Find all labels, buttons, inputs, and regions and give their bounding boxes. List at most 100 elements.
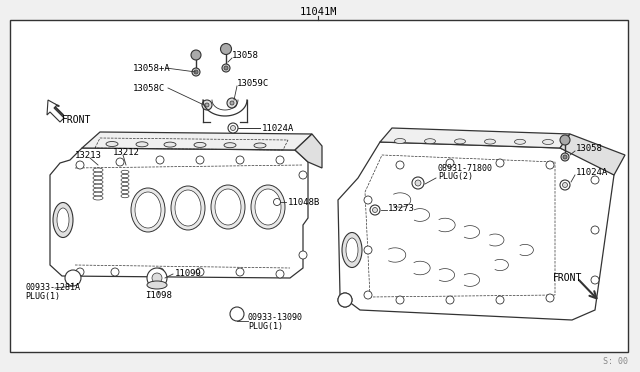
Circle shape bbox=[372, 208, 378, 212]
Circle shape bbox=[76, 161, 84, 169]
Circle shape bbox=[338, 293, 352, 307]
Polygon shape bbox=[380, 128, 570, 148]
Circle shape bbox=[202, 100, 212, 110]
Circle shape bbox=[396, 161, 404, 169]
Text: 11099: 11099 bbox=[175, 269, 202, 279]
Ellipse shape bbox=[131, 188, 165, 232]
Circle shape bbox=[396, 296, 404, 304]
Text: PLUG(2): PLUG(2) bbox=[438, 171, 473, 180]
Ellipse shape bbox=[543, 140, 554, 144]
Ellipse shape bbox=[136, 142, 148, 147]
Ellipse shape bbox=[484, 139, 495, 144]
Circle shape bbox=[364, 246, 372, 254]
Ellipse shape bbox=[194, 142, 206, 147]
Ellipse shape bbox=[171, 186, 205, 230]
Circle shape bbox=[65, 270, 81, 286]
Text: FRONT: FRONT bbox=[62, 115, 92, 125]
Text: 00933-13090: 00933-13090 bbox=[248, 314, 303, 323]
Circle shape bbox=[446, 296, 454, 304]
Ellipse shape bbox=[53, 202, 73, 237]
Circle shape bbox=[192, 68, 200, 76]
Circle shape bbox=[563, 183, 568, 187]
Polygon shape bbox=[47, 100, 64, 122]
Ellipse shape bbox=[175, 190, 201, 226]
Ellipse shape bbox=[57, 208, 69, 232]
Circle shape bbox=[563, 155, 567, 159]
Circle shape bbox=[230, 307, 244, 321]
Polygon shape bbox=[338, 142, 614, 320]
Circle shape bbox=[591, 276, 599, 284]
Circle shape bbox=[76, 268, 84, 276]
Ellipse shape bbox=[454, 139, 465, 144]
Ellipse shape bbox=[346, 238, 358, 262]
Circle shape bbox=[111, 268, 119, 276]
Text: PLUG(1): PLUG(1) bbox=[25, 292, 60, 301]
Circle shape bbox=[338, 293, 352, 307]
Ellipse shape bbox=[424, 139, 435, 144]
Circle shape bbox=[276, 156, 284, 164]
Ellipse shape bbox=[147, 281, 167, 289]
Circle shape bbox=[560, 135, 570, 145]
Text: 13273: 13273 bbox=[388, 203, 415, 212]
Circle shape bbox=[496, 159, 504, 167]
Ellipse shape bbox=[254, 143, 266, 148]
Ellipse shape bbox=[255, 189, 281, 225]
Ellipse shape bbox=[342, 232, 362, 267]
Text: 11024A: 11024A bbox=[262, 124, 294, 132]
Circle shape bbox=[415, 180, 421, 186]
Circle shape bbox=[116, 158, 124, 166]
Circle shape bbox=[194, 70, 198, 74]
Circle shape bbox=[152, 273, 162, 283]
Text: 11024A: 11024A bbox=[576, 167, 608, 176]
Circle shape bbox=[230, 125, 236, 131]
Circle shape bbox=[230, 101, 234, 105]
Text: 08931-71800: 08931-71800 bbox=[438, 164, 493, 173]
Polygon shape bbox=[82, 132, 312, 150]
Circle shape bbox=[276, 270, 284, 278]
Circle shape bbox=[546, 294, 554, 302]
Text: FRONT: FRONT bbox=[553, 273, 582, 283]
Text: 11048B: 11048B bbox=[288, 198, 320, 206]
Circle shape bbox=[147, 268, 167, 288]
Circle shape bbox=[224, 66, 228, 70]
Ellipse shape bbox=[106, 141, 118, 147]
Text: 13058: 13058 bbox=[232, 51, 259, 60]
Text: 00933-1281A: 00933-1281A bbox=[25, 283, 80, 292]
Polygon shape bbox=[295, 134, 322, 168]
Polygon shape bbox=[560, 134, 625, 175]
Circle shape bbox=[196, 156, 204, 164]
Circle shape bbox=[364, 291, 372, 299]
Circle shape bbox=[591, 226, 599, 234]
Circle shape bbox=[156, 156, 164, 164]
Ellipse shape bbox=[164, 142, 176, 147]
Ellipse shape bbox=[224, 143, 236, 148]
Circle shape bbox=[299, 171, 307, 179]
Text: I1098: I1098 bbox=[145, 291, 172, 299]
Circle shape bbox=[156, 268, 164, 276]
Polygon shape bbox=[50, 148, 308, 278]
Circle shape bbox=[560, 180, 570, 190]
Circle shape bbox=[221, 44, 232, 55]
Circle shape bbox=[191, 50, 201, 60]
Circle shape bbox=[299, 251, 307, 259]
Circle shape bbox=[496, 296, 504, 304]
Ellipse shape bbox=[251, 185, 285, 229]
Circle shape bbox=[205, 103, 209, 107]
Circle shape bbox=[446, 159, 454, 167]
Circle shape bbox=[273, 199, 280, 205]
Circle shape bbox=[364, 196, 372, 204]
Text: 13212: 13212 bbox=[113, 148, 140, 157]
Text: 13059C: 13059C bbox=[237, 78, 269, 87]
Ellipse shape bbox=[515, 139, 525, 144]
Text: 13213: 13213 bbox=[75, 151, 102, 160]
Circle shape bbox=[412, 177, 424, 189]
Bar bbox=[10, 20, 628, 352]
Text: 13058+A: 13058+A bbox=[133, 64, 171, 73]
Ellipse shape bbox=[135, 192, 161, 228]
Circle shape bbox=[236, 156, 244, 164]
Ellipse shape bbox=[211, 185, 245, 229]
Circle shape bbox=[561, 153, 569, 161]
Text: S: 00: S: 00 bbox=[603, 357, 628, 366]
Circle shape bbox=[546, 161, 554, 169]
Circle shape bbox=[236, 268, 244, 276]
